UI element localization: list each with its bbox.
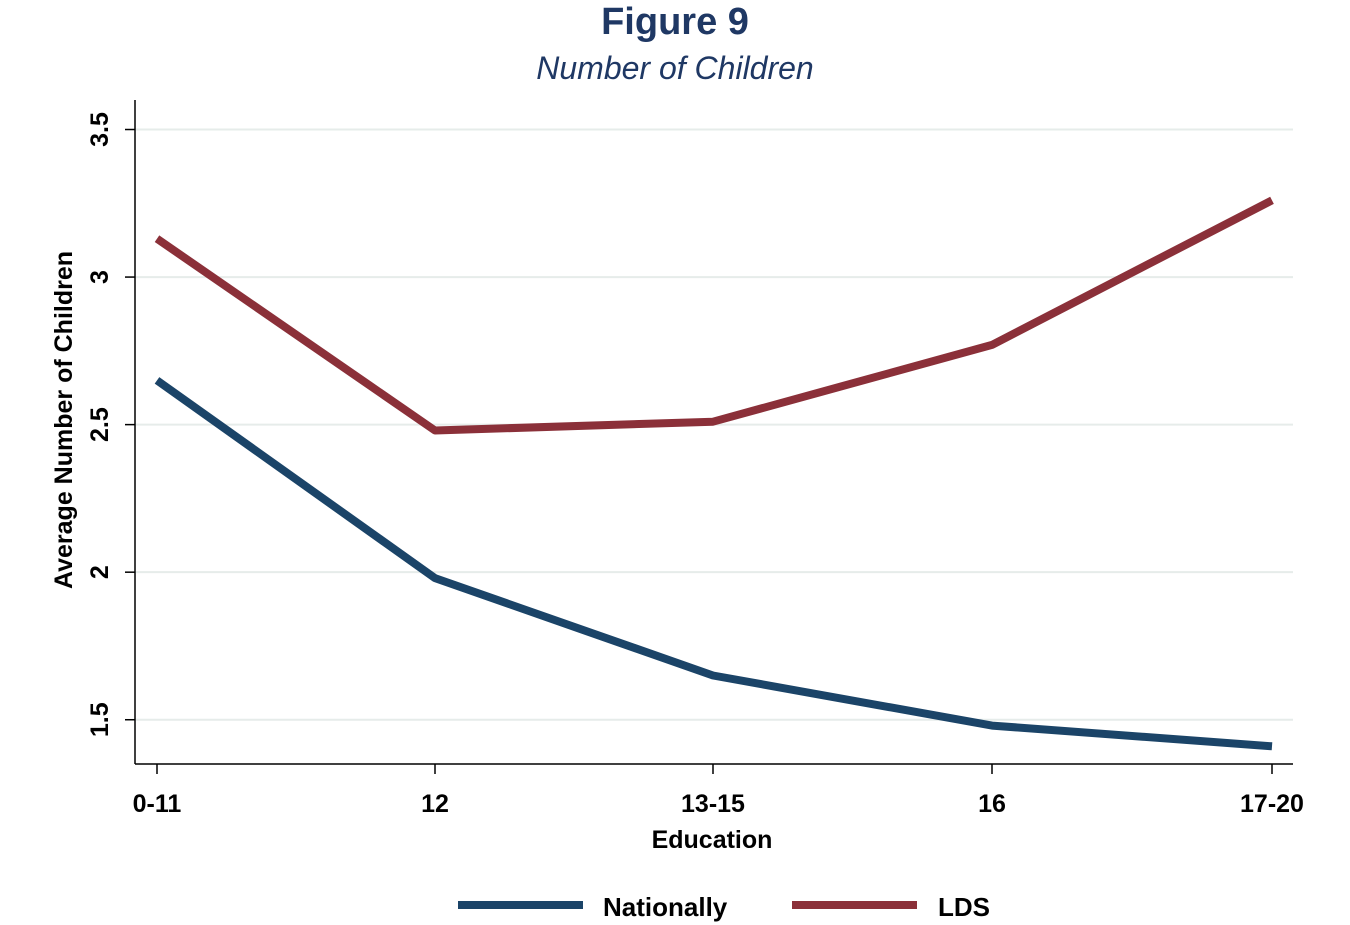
series-line-lds [154, 196, 1274, 435]
chart-title: Figure 9 [601, 1, 749, 43]
y-ticks: 1.5 2 2.5 3 3.5 [86, 112, 135, 737]
x-ticks: 0-11 12 13-15 16 17-20 [133, 764, 1304, 818]
legend: Nationally LDS [458, 892, 990, 922]
y-tick-label: 3.5 [86, 112, 114, 147]
chart-subtitle: Number of Children [536, 50, 814, 86]
x-axis-label: Education [652, 826, 773, 854]
series-lines [154, 196, 1274, 751]
legend-label-nationally: Nationally [603, 892, 728, 922]
x-tick-label: 13-15 [681, 790, 745, 818]
y-axis-label: Average Number of Children [50, 251, 78, 589]
x-tick-label: 12 [421, 790, 449, 818]
x-tick-label: 17-20 [1240, 790, 1304, 818]
y-tick-label: 1.5 [86, 702, 114, 737]
series-line-nationally [154, 377, 1273, 751]
legend-label-lds: LDS [938, 892, 990, 922]
axes [134, 100, 1293, 765]
x-tick-label: 16 [978, 790, 1006, 818]
x-tick-label: 0-11 [133, 790, 182, 818]
y-tick-label: 3 [86, 270, 114, 284]
y-tick-label: 2 [86, 565, 114, 579]
y-tick-label: 2.5 [86, 407, 114, 442]
